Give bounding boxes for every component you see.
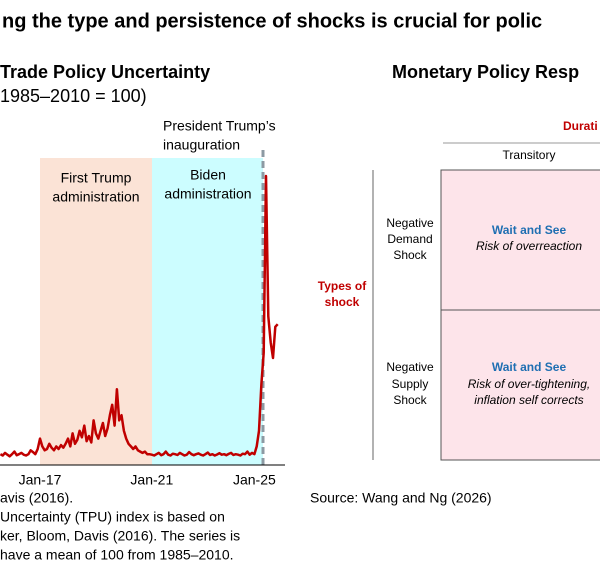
series-line — [0, 174, 279, 458]
annotation: administration — [164, 186, 251, 202]
response-detail: Risk of overreaction — [476, 239, 582, 253]
biden-shade — [152, 158, 263, 465]
column-label: Transitory — [503, 148, 556, 162]
source: Source: Wang and Ng (2026) — [310, 490, 492, 506]
response-detail: Risk of over-tightening, — [468, 377, 591, 391]
matrix-title: Monetary Policy Resp — [392, 62, 579, 82]
note: ker, Bloom, Davis (2016). The series is — [0, 528, 240, 544]
column-group: Durati — [563, 119, 598, 133]
annotation: Biden — [190, 167, 226, 183]
row-label: Negative — [386, 216, 434, 230]
note: avis (2016). — [0, 490, 73, 506]
response: Wait and See — [492, 223, 567, 237]
annotation: President Trump’s — [163, 118, 276, 134]
first-term-shade — [40, 158, 152, 465]
note: Uncertainty (TPU) index is based on — [0, 509, 225, 525]
x-tick-label: Jan-25 — [233, 472, 276, 488]
chart-subtitle: 1985–2010 = 100) — [0, 86, 147, 106]
matrix-cell — [440, 309, 600, 461]
annotation: administration — [52, 189, 139, 205]
chart-title: Trade Policy Uncertainty — [0, 62, 210, 82]
row-group: Types of — [318, 279, 367, 293]
annotation: inauguration — [163, 137, 240, 153]
row-label: Demand — [387, 232, 432, 246]
row-label: Shock — [393, 248, 427, 262]
x-tick-label: Jan-17 — [19, 472, 62, 488]
row-label: Supply — [392, 377, 429, 391]
row-label: Negative — [386, 360, 434, 374]
row-group: shock — [325, 295, 360, 309]
note: have a mean of 100 from 1985–2010. — [0, 547, 234, 563]
annotation: First Trump — [61, 170, 132, 186]
response: Wait and See — [492, 360, 567, 374]
x-tick-label: Jan-21 — [130, 472, 173, 488]
response-detail: inflation self corrects — [474, 393, 583, 407]
slide-title: ng the type and persistence of shocks is… — [2, 10, 542, 32]
row-label: Shock — [393, 393, 427, 407]
